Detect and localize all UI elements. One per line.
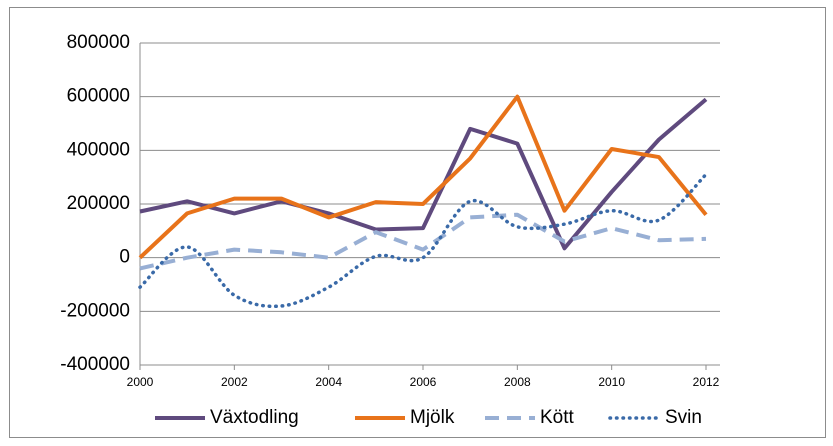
y-tick-label: 400000 [67, 139, 130, 160]
x-tick-label: 2000 [127, 375, 154, 389]
x-tick-label: 2004 [315, 375, 342, 389]
legend-label: Svin [665, 407, 702, 428]
x-tick-label: 2008 [504, 375, 531, 389]
y-tick-label: -200000 [60, 300, 130, 321]
x-tick-label: 2010 [598, 375, 625, 389]
legend-label: Mjölk [410, 407, 455, 428]
x-tick-label: 2012 [693, 375, 720, 389]
y-tick-label: 800000 [67, 32, 130, 53]
series-line [139, 97, 708, 251]
series-line [139, 212, 707, 271]
series-line [138, 94, 708, 260]
y-tick-label: 600000 [67, 86, 130, 107]
legend-label: Kött [540, 407, 575, 428]
chart-border [9, 7, 826, 438]
legend-label: Växtodling [210, 407, 299, 428]
y-tick-label: -400000 [60, 354, 130, 375]
x-tick-label: 2002 [221, 375, 248, 389]
x-tick-label: 2006 [410, 375, 437, 389]
y-tick-label: 0 [119, 247, 130, 268]
series-line [138, 172, 708, 309]
y-tick-label: 200000 [67, 193, 130, 214]
